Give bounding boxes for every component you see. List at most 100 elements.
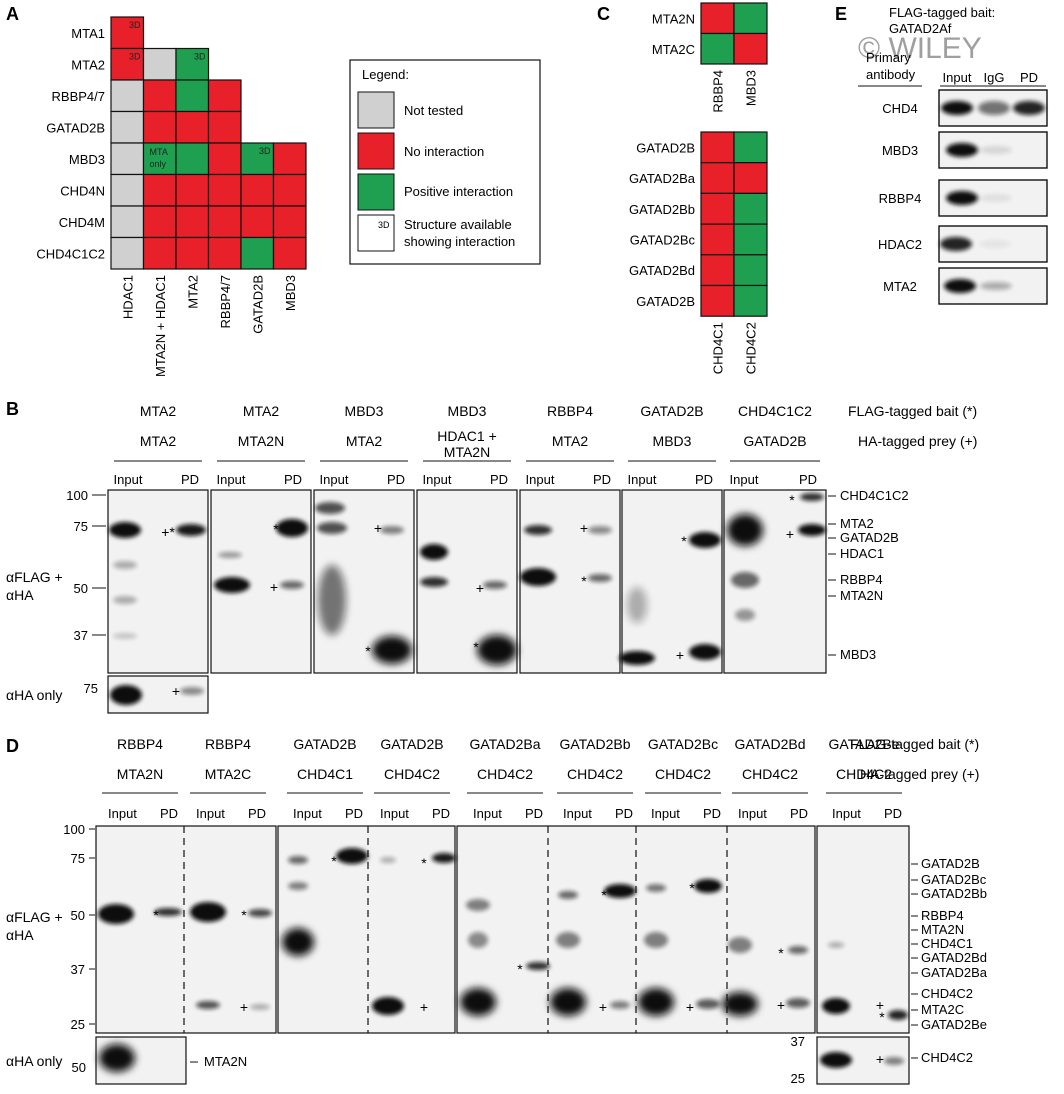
panel-a-cell [110,173,145,207]
panel-b-ylabel-2: αHA [6,587,34,603]
blot-band [558,891,578,899]
panel-d-mw-label: 75 [71,851,85,866]
panel-a-cell [207,173,242,207]
panel-letter-b: B [6,399,19,419]
panel-d-marker-label: GATAD2Ba [921,965,988,980]
panel-b-marker-label: MTA2N [840,588,883,603]
panel-d-marker-label: MTA2C [921,1002,964,1017]
blot-band [884,1057,904,1065]
blot-band [696,999,720,1009]
blot-band [946,191,978,205]
panel-d-marker-label: CHD4C1 [921,936,973,951]
panel-b-pd-label: PD [490,472,508,487]
panel-d-pd-label: PD [160,806,178,821]
blot-band [477,635,517,665]
blot-band [788,946,808,954]
panel-d-band-symbol: * [517,961,523,977]
blot-band [420,577,448,587]
panel-c-row-label: GATAD2B [636,140,695,155]
blot-band [980,282,1012,290]
panel-d-ha-mw: 50 [72,1060,86,1075]
panel-a-cell [240,236,275,270]
legend-swatch-positive [357,173,395,211]
panel-b-bait-label: MTA2 [140,403,177,419]
blot-band [524,525,552,535]
panel-a-3d-tag: 3D [194,52,206,62]
panel-b-band-symbol: + [476,580,484,596]
panel-c-col-label: RBBP4 [711,70,726,113]
panel-c-row-label: GATAD2Bb [629,202,695,217]
panel-c-col-label: MBD3 [744,70,759,106]
panel-a-cell [207,79,242,113]
panel-a-interaction-matrix: MTA1 MTA2 RBBP4/7 GATAD2B MBD3 CHD4N CHD4M CHD4… [36,16,307,377]
panel-d-band-symbol: * [331,853,337,869]
panel-b-pulldown-blots: FLAG-tagged bait (*) HA-tagged prey (+) MT… [6,403,977,714]
panel-d-band-symbol: * [421,855,427,871]
blot-band [420,544,448,560]
blot-band [380,857,396,863]
panel-b-band-symbol: * [273,521,279,537]
legend: Legend: Not tested No interaction Positi… [349,59,541,265]
blot-band [113,561,137,569]
panel-c-row-label: GATAD2Ba [629,171,696,186]
panel-a-col-label: MBD3 [283,275,298,311]
panel-b-prey-label: MTA2 [140,433,177,449]
panel-d-marker-label: GATAD2Bd [921,950,987,965]
panel-b-band-symbol: +* [161,524,175,540]
panel-b-prey-label: HDAC1 + [437,428,497,444]
panel-d-prey-label: CHD4C2 [384,766,440,782]
panel-b-mw-label: 37 [74,628,88,643]
blot-band [728,937,752,953]
blot-band [483,581,507,589]
panel-a-cell [175,142,210,176]
panel-b-input-label: Input [114,472,143,487]
blot-band [786,998,810,1008]
panel-d-ha-label-left: MTA2N [204,1054,247,1069]
panel-d-pulldown-blots: FLAG-tagged bait (*) HA-tagged prey (+) RB… [6,736,988,1086]
panel-d-mw-label: 50 [71,908,85,923]
panel-e-row-label: RBBP4 [879,191,922,206]
panel-a-cell [207,205,242,239]
legend-label-structure-2: showing interaction [404,234,515,249]
blot-band [466,899,490,911]
panel-a-cell [142,47,177,81]
panel-d-bait-label: GATAD2Bb [559,736,630,752]
blot-band [980,194,1012,202]
panel-a-cell [175,173,210,207]
panel-c-cell [733,284,768,317]
panel-b-blot [107,489,209,674]
panel-d-input-label: Input [651,806,680,821]
panel-a-mta-only-2: only [150,159,167,169]
panel-d-prey-label: MTA2C [205,766,251,782]
panel-d-ha-right-mw: 37 [791,1034,805,1049]
panel-d-input-label: Input [293,806,322,821]
panel-b-marker-label: HDAC1 [840,546,884,561]
panel-d-mw-label: 25 [71,1017,85,1032]
blot-band [196,1001,220,1009]
panel-e-lane-label: Input [943,70,972,85]
panel-c-row-label: GATAD2Bc [630,232,696,247]
blot-band [109,522,141,538]
panel-d-ylabel-1: αFLAG + [6,909,63,925]
panel-d-bait-label: GATAD2Bd [734,736,805,752]
legend-3d-tag: 3D [378,220,390,230]
panel-b-bait-label: RBBP4 [547,403,593,419]
blot-band [468,932,488,948]
panel-d-prey-label: CHD4C2 [567,766,623,782]
panel-b-pd-label: PD [284,472,302,487]
panel-b-marker-label: MTA2 [840,516,874,531]
blot-band [888,1010,908,1020]
legend-swatch-no-interaction [357,132,395,170]
panel-d-bait-label: GATAD2Bc [648,736,718,752]
panel-a-cell [142,79,177,113]
panel-b-band-symbol: + [374,520,382,536]
blot-band [282,928,314,956]
panel-d-band-symbol: * [601,887,607,903]
panel-a-cell [175,79,210,113]
panel-c-cell [700,284,735,317]
legend-swatch-structure [357,214,395,252]
panel-d-pd-label: PD [790,806,808,821]
panel-a-col-label: HDAC1 [120,275,135,319]
panel-b-bait-label: CHD4C1C2 [738,403,812,419]
panel-e-western-blot: FLAG-tagged bait: GATAD2Af © WILEY Prima… [858,5,1048,305]
